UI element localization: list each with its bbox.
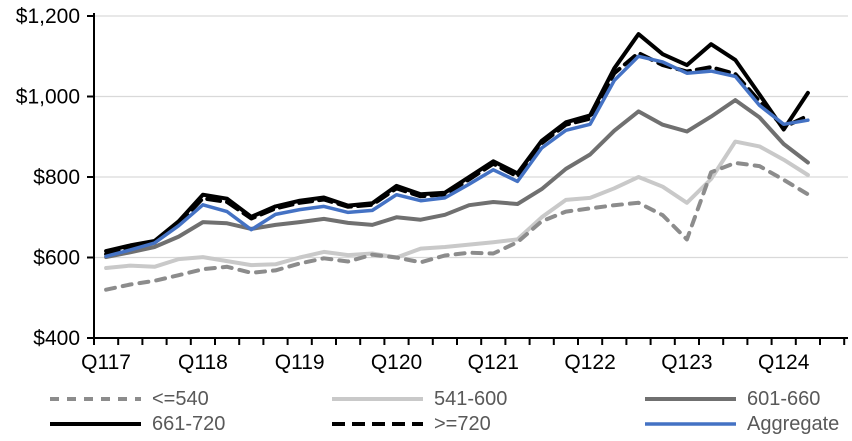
legend-label: >=720: [434, 413, 491, 435]
series-line-540: [104, 160, 810, 292]
y-axis-label: $600: [33, 247, 80, 270]
series-line-601660: [104, 98, 810, 260]
y-axis-label: $1,000: [16, 86, 80, 109]
legend-item-gte720: >=720: [330, 412, 491, 436]
series-line-Aggregate: [104, 54, 810, 259]
legend-swatch-aggregate-icon: [645, 422, 736, 426]
legend-label: 661-720: [152, 413, 226, 435]
legend-item-aggregate: Aggregate: [643, 412, 839, 436]
series-line-720: [104, 51, 810, 257]
x-axis-label: Q122: [564, 351, 615, 374]
x-axis-label: Q119: [275, 351, 325, 374]
legend-item-lte540: <=540: [48, 387, 209, 411]
x-axis-label: Q124: [758, 351, 810, 374]
y-axis-label: $400: [33, 327, 80, 350]
legend-item-601-660: 601-660: [643, 387, 820, 411]
x-axis-label: Q123: [661, 351, 712, 374]
x-axis-label: Q121: [468, 351, 519, 374]
y-axis-label: $800: [33, 166, 80, 189]
legend-swatch-541-600-icon: [332, 397, 423, 401]
legend-swatch-lte540-icon: [50, 397, 141, 401]
legend-swatch-gte720-icon: [332, 422, 423, 426]
legend-label: <=540: [152, 388, 209, 410]
legend-swatch-601-660-icon: [645, 397, 736, 401]
legend-label: Aggregate: [747, 413, 840, 435]
legend-label: 541-600: [434, 388, 508, 410]
x-axis-label: Q118: [178, 351, 228, 374]
y-axis-label: $1,200: [16, 5, 80, 28]
legend-item-661-720: 661-720: [48, 412, 225, 436]
legend-swatch-661-720-icon: [50, 422, 141, 426]
legend-item-541-600: 541-600: [330, 387, 507, 411]
series-line-541600: [104, 139, 810, 270]
x-axis-label: Q117: [81, 351, 131, 374]
x-axis-label: Q120: [371, 351, 422, 374]
legend-label: 601-660: [747, 388, 821, 410]
